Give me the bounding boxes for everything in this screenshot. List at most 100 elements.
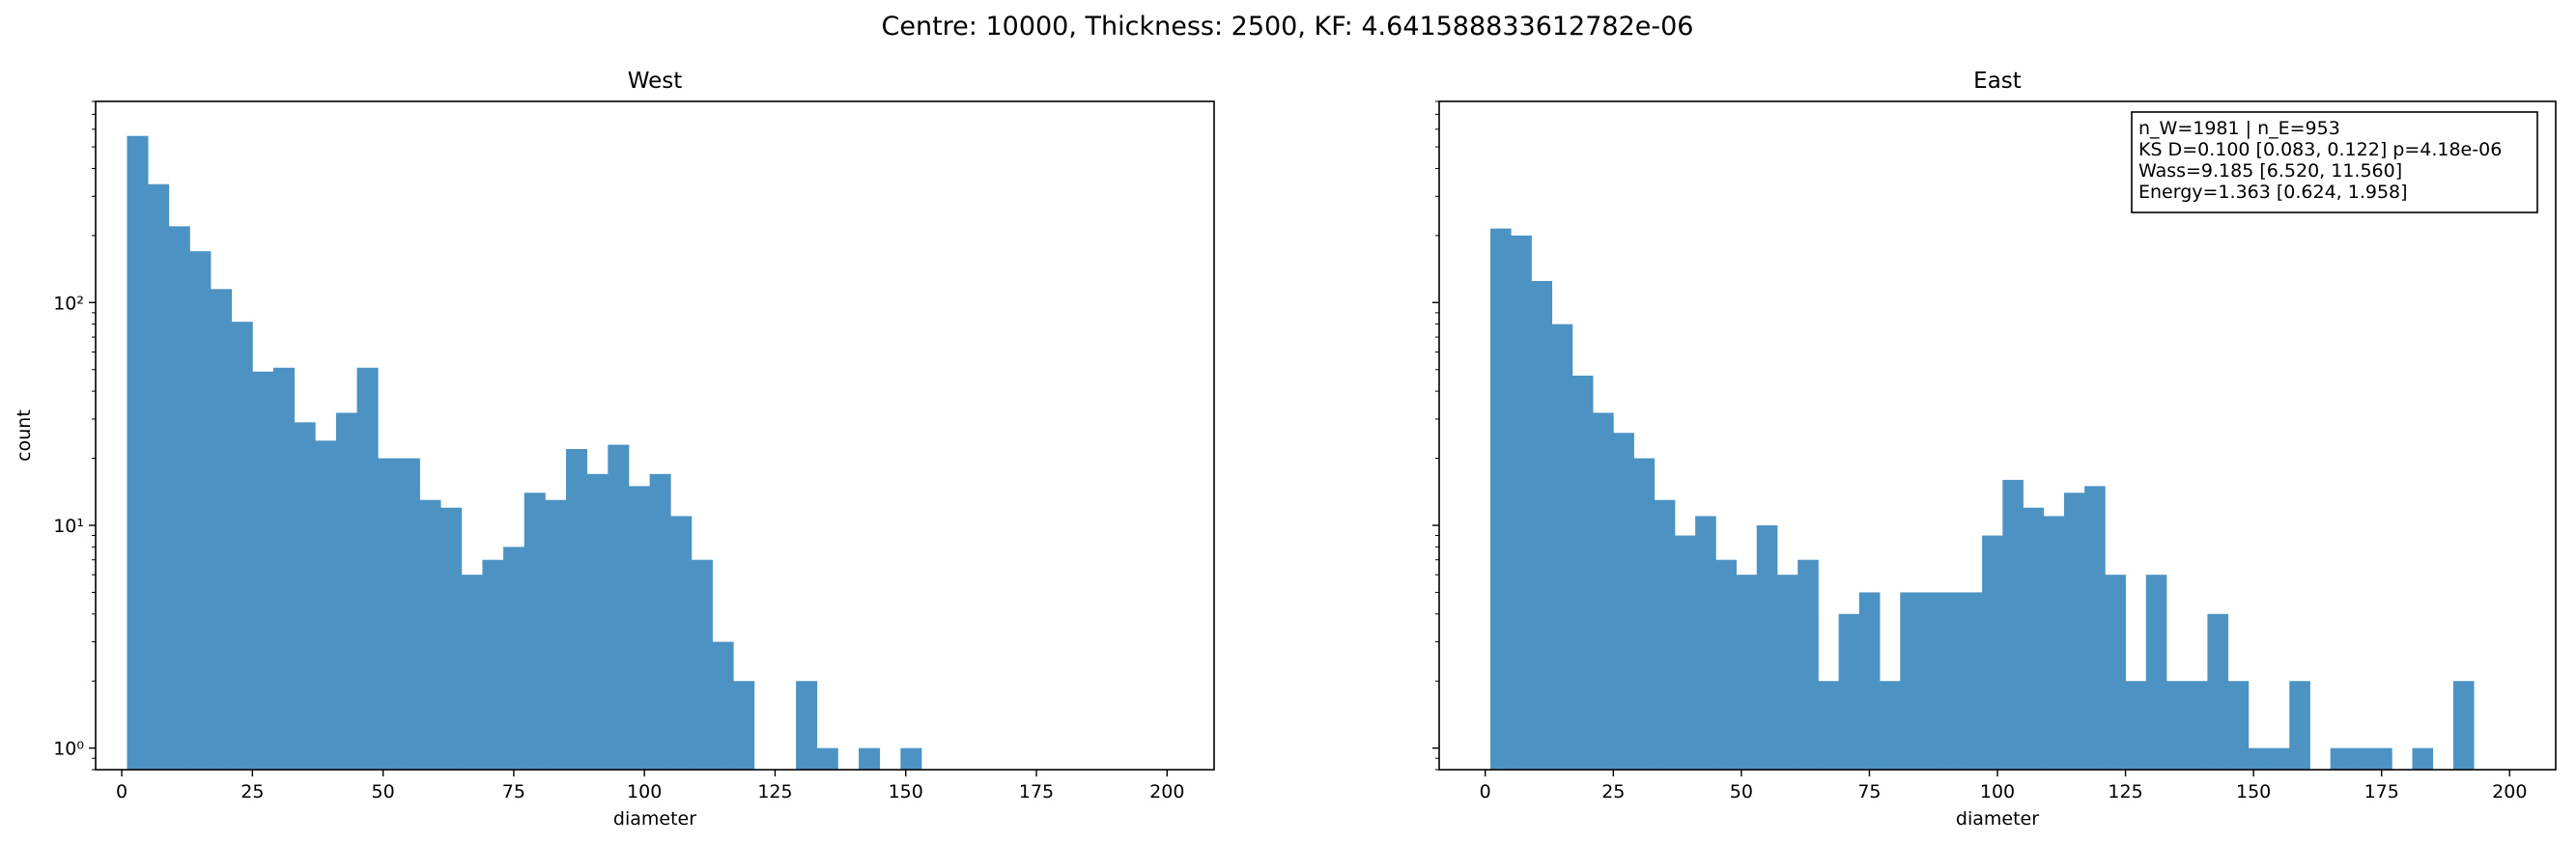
east-bar: [1633, 458, 1656, 770]
west-bar: [545, 499, 567, 770]
west-bar: [733, 681, 755, 770]
east-xtick-label: 0: [1480, 781, 1491, 803]
west-xtick-label: 0: [116, 781, 127, 803]
east-bar: [2187, 681, 2208, 770]
east-bar: [1961, 592, 1983, 770]
west-bar: [398, 458, 420, 770]
stats-line: Wass=9.185 [6.520, 11.560]: [2138, 160, 2402, 182]
stats-line: n_W=1981 | n_E=953: [2138, 118, 2340, 139]
east-bar: [1551, 324, 1573, 770]
east-panel-title: East: [1973, 69, 2022, 94]
east-bar: [2084, 486, 2106, 770]
east-xtick-label: 150: [2236, 781, 2271, 803]
west-bar: [524, 493, 546, 770]
east-panel: 0 25 50 75 100 125 150 175 200 East diameter n_W=19…: [1432, 69, 2557, 830]
west-bar: [335, 412, 357, 770]
east-bar: [2248, 747, 2270, 770]
east-xtick-label: 100: [1980, 781, 2015, 803]
east-bar: [1571, 375, 1594, 770]
east-bar: [1798, 559, 1819, 770]
west-axes-frame: [95, 100, 1215, 771]
west-bar: [900, 747, 922, 770]
west-panel-title: West: [628, 69, 683, 94]
west-bar: [816, 747, 838, 770]
stats-line: KS D=0.100 [0.083, 0.122] p=4.18e-06: [2138, 139, 2502, 160]
east-bar: [2002, 479, 2024, 770]
east-bar: [2330, 747, 2352, 770]
stats-box: [2131, 111, 2538, 213]
east-bar: [2371, 747, 2392, 770]
west-bar: [670, 516, 693, 770]
west-bar: [378, 458, 400, 770]
east-bar: [2023, 507, 2045, 770]
west-bar: [566, 448, 588, 770]
east-bar: [1900, 592, 1921, 770]
east-xtick-label: 25: [1601, 781, 1625, 803]
west-bar: [356, 367, 379, 770]
west-bar: [461, 575, 483, 770]
west-bar: [231, 322, 253, 770]
east-bar: [1838, 613, 1860, 770]
east-xlabel: diameter: [1956, 808, 2039, 830]
west-bar: [649, 473, 671, 770]
west-xtick-label: 50: [372, 781, 395, 803]
west-bars: [127, 135, 922, 771]
east-bar: [1756, 524, 1778, 770]
east-bar: [1695, 516, 1716, 770]
east-xtick-label: 125: [2108, 781, 2142, 803]
east-bar: [1736, 575, 1758, 770]
west-panel: 0 25 50 75 100 125 150 175 200 10⁰ 10¹ 10² West diame…: [14, 69, 1215, 830]
east-bar: [2452, 681, 2475, 770]
east-bar: [1858, 592, 1881, 770]
west-xtick-label: 200: [1149, 781, 1184, 803]
west-bar: [168, 226, 190, 770]
west-bar: [586, 473, 609, 770]
east-xtick-label: 50: [1730, 781, 1753, 803]
east-bar: [1593, 412, 1614, 770]
west-bar: [608, 444, 630, 770]
east-bar: [1940, 592, 1963, 770]
west-xtick-label: 175: [1019, 781, 1054, 803]
east-bar: [2289, 681, 2310, 770]
east-bar: [2043, 516, 2065, 770]
west-xtick-label: 25: [241, 781, 264, 803]
east-bar: [1613, 433, 1634, 770]
east-bar: [1490, 228, 1512, 770]
west-xtick-label: 125: [757, 781, 792, 803]
east-bar: [2269, 747, 2290, 770]
west-xlabel: diameter: [613, 808, 696, 830]
east-bar: [2105, 575, 2126, 770]
west-bar: [294, 422, 316, 770]
west-bar: [272, 367, 296, 770]
east-xtick-label: 200: [2492, 781, 2527, 803]
west-bar: [189, 251, 212, 770]
east-bar: [2227, 681, 2250, 770]
west-ytick-label: 10⁰: [53, 739, 84, 760]
west-bar: [148, 183, 170, 771]
west-xtick-label: 100: [627, 781, 662, 803]
east-bar: [1920, 592, 1942, 770]
west-bar: [796, 681, 818, 770]
west-xtick-label: 75: [502, 781, 525, 803]
west-bar: [440, 507, 463, 770]
east-bar: [2166, 681, 2188, 770]
stats-line: Energy=1.363 [0.624, 1.958]: [2138, 182, 2408, 203]
east-bar: [2412, 747, 2434, 770]
west-bar: [503, 547, 525, 770]
east-bar: [2063, 493, 2085, 770]
east-bar: [1818, 681, 1840, 770]
east-bar: [1982, 535, 2003, 770]
west-bar: [211, 289, 233, 770]
east-xtick-label: 75: [1857, 781, 1881, 803]
west-bar: [252, 371, 274, 770]
east-bars: [1490, 228, 2475, 770]
east-bar: [1654, 499, 1676, 770]
west-xtick-label: 150: [889, 781, 923, 803]
west-bar: [127, 135, 149, 771]
east-xtick-label: 175: [2364, 781, 2399, 803]
east-bar: [1674, 535, 1696, 770]
west-bar: [712, 641, 734, 770]
east-bar: [1511, 235, 1532, 770]
west-ylabel: count: [14, 409, 35, 462]
